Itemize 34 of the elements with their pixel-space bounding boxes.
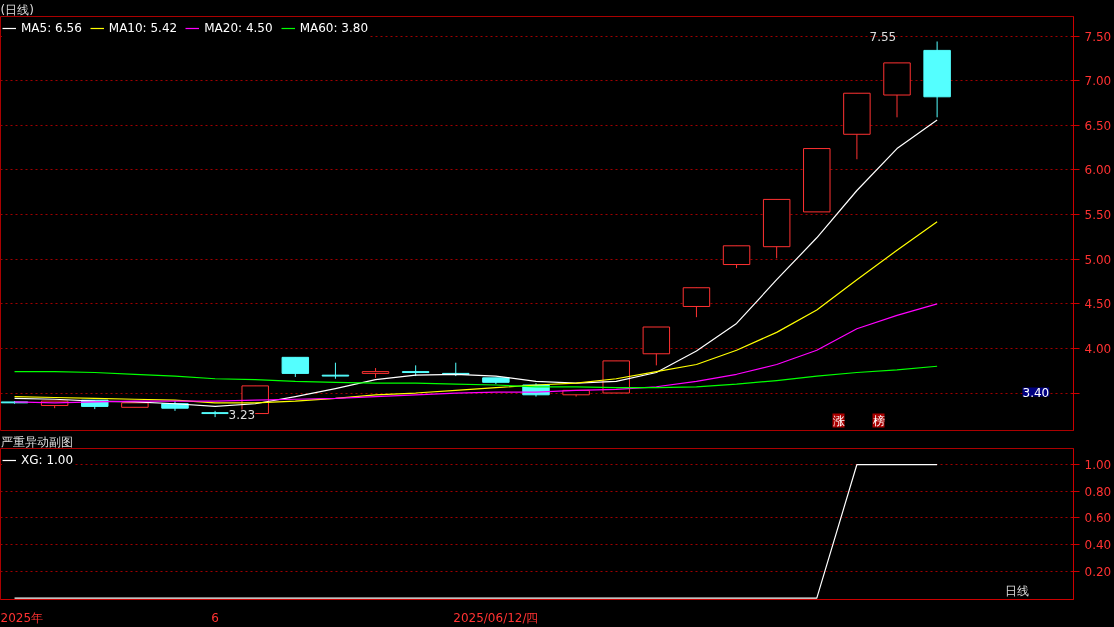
text: 3.40: [1022, 385, 1050, 400]
candlestick: [201, 410, 229, 418]
line-series: [13, 303, 938, 404]
legend-label: MA5: 6.56: [21, 21, 82, 35]
x-tick-label: 6: [211, 610, 219, 625]
y-tick-label: 0.20: [1084, 564, 1112, 579]
y-tick-label: 6.00: [1084, 163, 1112, 178]
y-tick-label: 7.00: [1084, 74, 1112, 89]
legend-label: XG: 1.00: [21, 453, 74, 467]
chart-title: 严重异动副图: [0, 434, 73, 449]
y-tick-label: 6.50: [1084, 118, 1112, 133]
y-tick-label: 4.00: [1084, 341, 1112, 356]
x-tick-label: 2025年: [0, 610, 44, 625]
legend-label: MA60: 3.80: [299, 21, 369, 35]
chart-title: (日线): [0, 2, 34, 17]
line-series: [13, 221, 938, 404]
y-tick-label: 0.60: [1084, 511, 1112, 526]
y-tick-label: 5.00: [1084, 252, 1112, 267]
legend-label: MA20: 4.50: [204, 21, 273, 35]
line-series: [13, 365, 938, 389]
annotation: 榜: [872, 413, 885, 428]
y-tick-label: 1.00: [1084, 458, 1112, 473]
text: 日线: [1004, 583, 1029, 598]
line-series: [13, 119, 938, 408]
x-tick-label: 2025/06/12/四: [453, 610, 539, 625]
y-tick-label: 5.50: [1084, 208, 1112, 223]
y-tick-label: 7.50: [1084, 29, 1112, 44]
legend-label: MA10: 5.42: [108, 21, 178, 35]
annotation: 7.55: [869, 29, 897, 44]
annotation: 涨: [832, 413, 845, 428]
y-tick-label: 0.80: [1084, 484, 1112, 499]
annotation: 3.23: [228, 407, 256, 422]
y-tick-label: 4.50: [1084, 297, 1112, 312]
y-tick-label: 0.40: [1084, 538, 1112, 553]
